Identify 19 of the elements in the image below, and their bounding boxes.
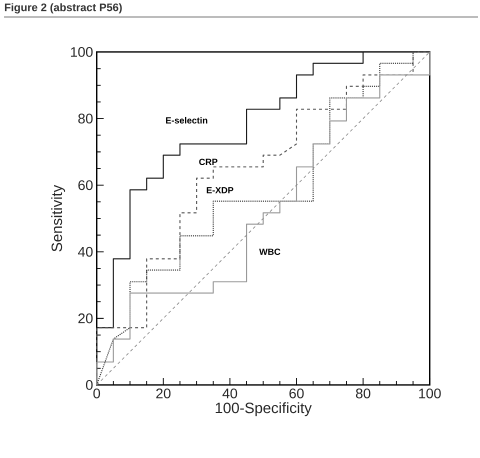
x-tick-label: 20	[156, 388, 171, 398]
chart-title: Figure 2 (abstract P56)	[4, 3, 122, 14]
y-axis-title: Sensitivity	[51, 184, 66, 252]
y-tick-label: 20	[78, 313, 93, 324]
x-tick-label: 80	[356, 388, 370, 398]
y-tick-label: 60	[78, 180, 93, 190]
series-label: CRP	[199, 158, 218, 166]
x-tick-label: 0	[93, 388, 100, 398]
y-tick-label: 100	[70, 47, 93, 57]
y-tick-label: 0	[86, 380, 93, 390]
series-label: E-XDP	[206, 187, 234, 194]
x-axis-title: 100-Specificity	[216, 402, 312, 416]
text: E-selectin	[166, 116, 208, 124]
x-tick-label: 60	[289, 388, 304, 398]
x-tick-label: 100	[419, 388, 441, 398]
y-tick-label: 80	[78, 114, 93, 124]
y-tick-label: 40	[78, 246, 93, 257]
series-label: WBC	[259, 248, 280, 255]
x-tick-label: 40	[222, 388, 238, 398]
